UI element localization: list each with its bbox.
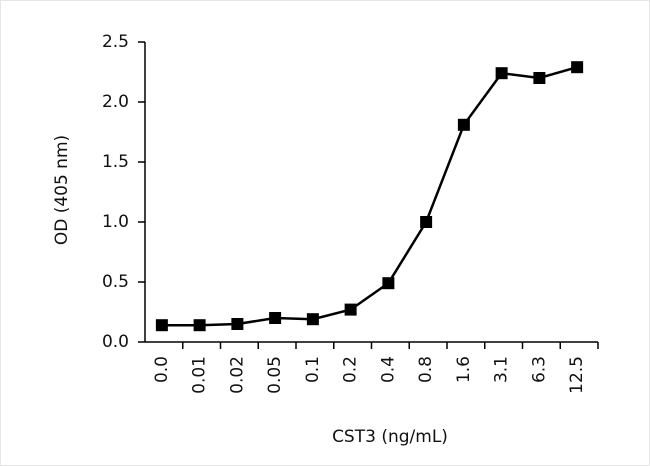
y-tick-label: 1.0 (102, 212, 129, 232)
x-tick-label: 0.2 (341, 356, 361, 383)
marker (269, 312, 282, 324)
y-tick-label: 1.5 (102, 152, 129, 172)
x-tick-label: 12.5 (567, 356, 587, 394)
marker (571, 61, 584, 74)
x-tick-label: 3.1 (492, 356, 512, 383)
x-tick-label: 1.6 (454, 356, 474, 383)
x-tick-label: 0.4 (378, 356, 398, 383)
marker (193, 319, 206, 332)
marker (344, 303, 357, 316)
marker (533, 72, 546, 84)
y-tick-label: 2.5 (102, 32, 129, 52)
y-tick-label: 0.0 (102, 332, 129, 352)
y-tick-label: 0.5 (102, 272, 129, 292)
x-tick-label: 0.02 (227, 356, 247, 394)
x-tick-label: 0.1 (303, 356, 323, 383)
marker (420, 216, 433, 228)
marker (457, 118, 470, 131)
series-line (161, 65, 578, 327)
x-tick-label: 0.01 (190, 356, 210, 394)
x-tick-label: 0.0 (152, 356, 172, 383)
marker (495, 67, 508, 80)
x-tick-label: 0.8 (416, 356, 436, 383)
y-axis-label: OD (405 nm) (52, 135, 72, 245)
x-axis-label: CST3 (ng/mL) (332, 427, 448, 447)
marker (155, 319, 168, 332)
x-tick-label: 0.05 (265, 356, 285, 394)
marker (231, 318, 244, 330)
y-tick-label: 2.0 (102, 92, 129, 112)
marker (306, 313, 319, 326)
marker (382, 277, 395, 290)
x-tick-label: 6.3 (529, 356, 549, 383)
